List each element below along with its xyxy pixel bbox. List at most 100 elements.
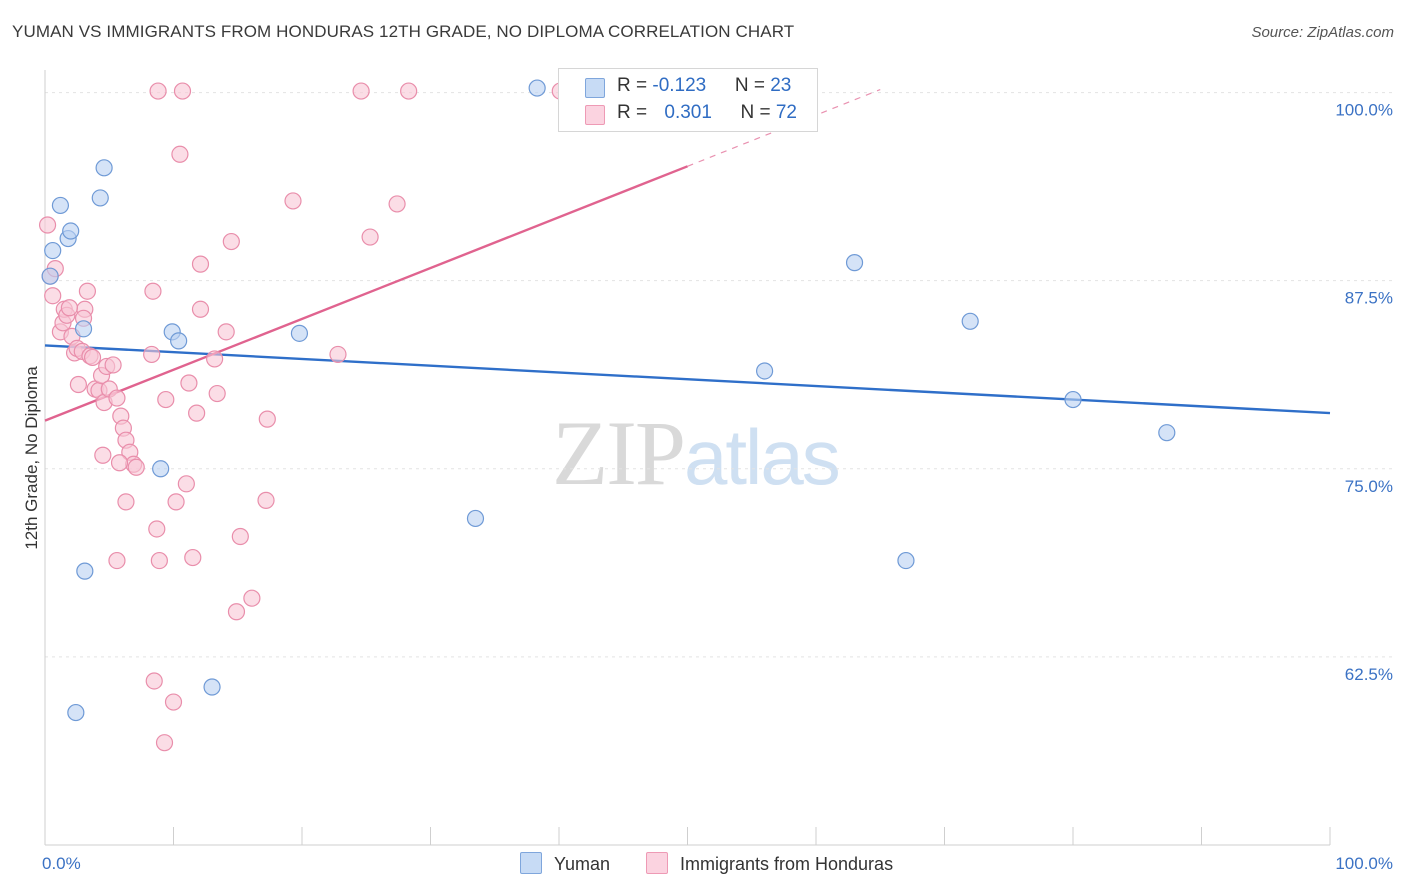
data-point-honduras bbox=[231, 527, 249, 546]
data-point-honduras bbox=[361, 228, 379, 246]
data-point-yuman bbox=[1064, 390, 1082, 409]
data-point-honduras bbox=[257, 491, 275, 509]
data-point-honduras bbox=[173, 82, 192, 100]
data-point-honduras bbox=[108, 551, 126, 570]
data-point-honduras bbox=[191, 255, 210, 273]
chart-title: YUMAN VS IMMIGRANTS FROM HONDURAS 12TH G… bbox=[12, 22, 795, 41]
data-point-honduras bbox=[352, 82, 370, 100]
data-point-honduras bbox=[150, 551, 168, 570]
x-tick-label-left: 0.0% bbox=[42, 854, 81, 873]
source-credit: Source: ZipAtlas.com bbox=[1251, 24, 1394, 41]
data-point-yuman bbox=[203, 678, 221, 696]
data-point-yuman bbox=[170, 332, 188, 350]
data-point-honduras bbox=[143, 345, 161, 364]
data-point-honduras bbox=[206, 350, 224, 368]
data-point-honduras bbox=[243, 589, 261, 607]
data-point-yuman bbox=[41, 267, 59, 285]
data-point-honduras bbox=[329, 345, 347, 364]
y-tick-label: 100.0% bbox=[1335, 101, 1393, 120]
data-point-yuman bbox=[62, 222, 80, 240]
data-point-honduras bbox=[127, 458, 145, 476]
series-legend: Yuman Immigrants from Honduras bbox=[0, 852, 1406, 878]
points-layer bbox=[38, 79, 1176, 752]
label-layer: 62.5% 75.0% 87.5% 100.0% 0.0% 100.0% 12th Grad… bbox=[22, 101, 1393, 873]
data-point-honduras bbox=[149, 82, 167, 100]
data-point-honduras bbox=[60, 299, 79, 317]
y-axis-title: 12th Grade, No Diploma bbox=[22, 366, 41, 550]
data-point-yuman bbox=[44, 241, 62, 260]
legend-n-label-yuman: N = bbox=[734, 75, 771, 96]
data-point-honduras bbox=[208, 384, 226, 403]
data-point-honduras bbox=[144, 282, 162, 300]
data-point-yuman bbox=[91, 189, 109, 207]
watermark-atlas: atlas bbox=[684, 413, 841, 501]
data-point-yuman bbox=[95, 159, 113, 177]
data-point-honduras bbox=[188, 404, 206, 422]
data-point-honduras bbox=[145, 672, 163, 690]
data-point-honduras bbox=[110, 454, 129, 472]
data-point-honduras bbox=[44, 287, 62, 305]
trend-line-honduras bbox=[44, 165, 688, 422]
data-point-honduras bbox=[217, 323, 235, 341]
data-point-yuman bbox=[74, 320, 93, 338]
legend-r-value-yuman: -0.123 bbox=[652, 75, 707, 96]
series-label-honduras: Immigrants from Honduras bbox=[680, 854, 894, 874]
y-tick-label: 62.5% bbox=[1345, 665, 1393, 684]
series-swatch-honduras bbox=[646, 852, 668, 874]
data-point-honduras bbox=[180, 374, 198, 392]
series-legend-honduras[interactable]: Immigrants from Honduras bbox=[646, 852, 893, 876]
data-point-yuman bbox=[528, 79, 546, 97]
data-point-honduras bbox=[69, 375, 88, 394]
data-point-honduras bbox=[177, 475, 195, 493]
data-point-honduras bbox=[155, 734, 174, 752]
data-point-honduras bbox=[164, 693, 183, 711]
data-point-honduras bbox=[78, 282, 97, 300]
data-point-yuman bbox=[755, 362, 774, 380]
data-point-honduras bbox=[284, 192, 302, 210]
data-point-honduras bbox=[184, 548, 202, 567]
data-point-honduras bbox=[227, 603, 246, 621]
data-point-honduras bbox=[83, 348, 102, 367]
data-point-honduras bbox=[94, 446, 112, 464]
data-point-yuman bbox=[290, 324, 309, 342]
legend-n-value-yuman: 23 bbox=[770, 75, 792, 96]
series-legend-yuman[interactable]: Yuman bbox=[520, 852, 610, 876]
correlation-legend: R = -0.123 N = 23 R = 0.301 N = 72 bbox=[558, 68, 818, 132]
data-point-honduras bbox=[167, 493, 185, 511]
legend-r-label-yuman: R = bbox=[617, 75, 653, 96]
watermark-zip: ZIP bbox=[552, 402, 686, 504]
trend-layer bbox=[44, 89, 1331, 422]
data-point-honduras bbox=[148, 520, 166, 538]
trend-line-extension-honduras bbox=[687, 89, 881, 167]
y-tick-label: 87.5% bbox=[1345, 289, 1393, 308]
data-point-honduras bbox=[104, 356, 122, 374]
watermark: ZIPatlas bbox=[552, 400, 841, 506]
series-label-yuman: Yuman bbox=[554, 854, 611, 874]
data-point-yuman bbox=[67, 703, 85, 722]
data-point-yuman bbox=[51, 196, 70, 215]
data-point-honduras bbox=[38, 216, 57, 234]
data-point-honduras bbox=[191, 300, 210, 318]
data-point-honduras bbox=[388, 195, 406, 213]
data-point-yuman bbox=[897, 551, 915, 570]
legend-n-value-honduras: 72 bbox=[775, 102, 797, 123]
legend-swatch-yuman bbox=[585, 78, 605, 98]
legend-r-value-honduras: 0.301 bbox=[664, 102, 712, 123]
legend-swatch-honduras bbox=[585, 105, 605, 125]
data-point-yuman bbox=[845, 254, 864, 272]
data-point-yuman bbox=[76, 562, 94, 580]
legend-n-label-honduras: N = bbox=[740, 102, 776, 123]
y-tick-label: 75.0% bbox=[1345, 477, 1393, 496]
series-swatch-yuman bbox=[520, 852, 542, 874]
data-point-honduras bbox=[157, 390, 175, 409]
data-point-yuman bbox=[466, 509, 485, 528]
legend-r-label-honduras: R = bbox=[617, 102, 653, 123]
x-tick-label-right: 100.0% bbox=[1335, 854, 1393, 873]
data-point-honduras bbox=[117, 493, 135, 511]
data-point-honduras bbox=[400, 82, 418, 100]
data-point-honduras bbox=[171, 145, 189, 163]
data-point-honduras bbox=[258, 410, 276, 428]
data-point-honduras bbox=[108, 389, 126, 407]
data-point-honduras bbox=[222, 232, 240, 251]
